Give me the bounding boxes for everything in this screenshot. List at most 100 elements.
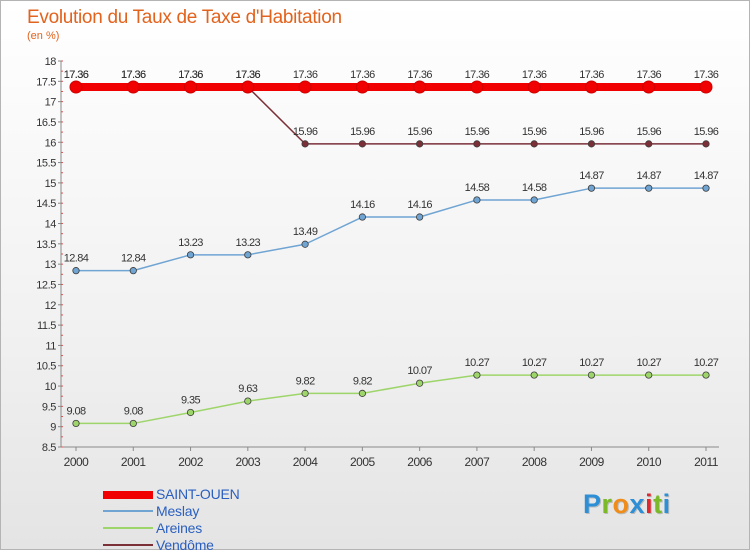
y-tick-label: 10 [45, 381, 57, 393]
logo-letter: i [645, 489, 654, 519]
x-tick-label: 2005 [350, 455, 376, 469]
data-point [129, 267, 137, 275]
data-point [301, 389, 309, 397]
data-point [413, 80, 427, 94]
data-point [473, 196, 481, 204]
data-point [301, 140, 309, 148]
data-point [702, 184, 710, 192]
legend-swatch [103, 491, 153, 499]
data-point [470, 80, 484, 94]
data-point [241, 80, 255, 94]
data-point [358, 140, 366, 148]
data-label: 15.96 [465, 126, 490, 138]
data-label: 9.82 [296, 375, 315, 387]
data-label: 17.36 [407, 69, 432, 81]
data-point [72, 267, 80, 275]
data-label: 15.96 [407, 126, 432, 138]
data-point [645, 184, 653, 192]
data-point [642, 80, 656, 94]
data-label: 15.96 [350, 126, 375, 138]
data-label: 14.58 [465, 182, 490, 194]
data-label: 17.36 [579, 69, 604, 81]
y-tick-label: 17 [45, 97, 57, 109]
data-point [244, 251, 252, 259]
series-line-meslay [76, 187, 706, 272]
data-label: 14.58 [522, 182, 547, 194]
legend-label: SAINT-OUEN [156, 486, 240, 502]
data-point [473, 371, 481, 379]
x-tick-label: 2007 [465, 455, 491, 469]
data-label: 9.08 [124, 405, 143, 417]
legend-swatch [103, 544, 153, 546]
y-tick-label: 12.5 [36, 279, 56, 291]
data-label: 15.96 [636, 126, 661, 138]
x-tick-label: 2002 [178, 455, 204, 469]
logo-letter: i [662, 489, 671, 519]
data-point [416, 213, 424, 221]
y-tick-label: 9 [50, 422, 56, 434]
data-point [355, 80, 369, 94]
data-label: 14.16 [350, 199, 375, 211]
data-point [587, 371, 596, 379]
data-label: 17.36 [293, 69, 318, 81]
y-tick-label: 18 [45, 56, 57, 68]
data-point [416, 140, 424, 148]
x-tick-label: 2003 [235, 455, 261, 469]
data-point [69, 80, 83, 94]
data-label: 17.36 [236, 69, 261, 81]
data-label: 15.96 [694, 126, 719, 138]
data-point [645, 140, 653, 148]
x-tick-label: 2004 [293, 455, 319, 469]
data-point [527, 80, 541, 94]
y-tick-label: 16 [45, 137, 57, 149]
data-point [530, 140, 538, 148]
logo-letter: r [601, 489, 613, 519]
x-tick-label: 2006 [407, 455, 433, 469]
data-label: 17.36 [64, 69, 89, 81]
data-label: 10.27 [636, 357, 661, 369]
y-tick-label: 16.5 [36, 117, 56, 129]
data-label: 17.36 [121, 69, 146, 81]
data-label: 12.84 [121, 253, 146, 265]
logo-letter: x [629, 489, 646, 519]
legend-label: Meslay [156, 503, 200, 519]
data-label: 17.36 [121, 69, 146, 81]
data-point [358, 213, 366, 221]
data-label: 9.35 [181, 394, 200, 406]
legend-swatch [103, 510, 153, 512]
data-point [584, 80, 598, 94]
data-label: 17.36 [178, 69, 203, 81]
chart-subtitle: (en %) [27, 30, 60, 42]
data-label: 12.84 [64, 253, 89, 265]
data-label: 17.36 [522, 69, 547, 81]
y-tick-label: 10.5 [36, 361, 56, 373]
chart-title: Evolution du Taux de Taxe d'Habitation [27, 7, 342, 28]
y-tick-label: 13.5 [36, 239, 56, 251]
data-label: 9.63 [238, 383, 257, 395]
y-tick-label: 15 [45, 178, 57, 190]
data-point [530, 371, 538, 379]
data-label: 9.08 [66, 405, 85, 417]
data-point [126, 80, 140, 94]
data-point [587, 140, 596, 148]
data-point [129, 419, 137, 428]
y-tick-label: 14 [45, 219, 57, 231]
data-label: 10.27 [522, 357, 547, 369]
data-label: 15.96 [522, 126, 547, 138]
data-label: 17.36 [236, 69, 261, 81]
logo-letter: t [653, 489, 663, 519]
data-label: 13.23 [178, 237, 203, 249]
proxiti-logo: Proxiti [583, 489, 671, 520]
data-label: 15.96 [293, 126, 318, 138]
data-point [587, 184, 596, 192]
data-label: 17.36 [694, 69, 719, 81]
legend-label: Areines [156, 520, 203, 536]
data-point [298, 80, 312, 94]
data-point [702, 140, 710, 148]
data-label: 10.27 [465, 357, 490, 369]
data-point [184, 80, 198, 94]
y-tick-label: 11.5 [37, 320, 56, 332]
x-tick-label: 2008 [522, 455, 548, 469]
